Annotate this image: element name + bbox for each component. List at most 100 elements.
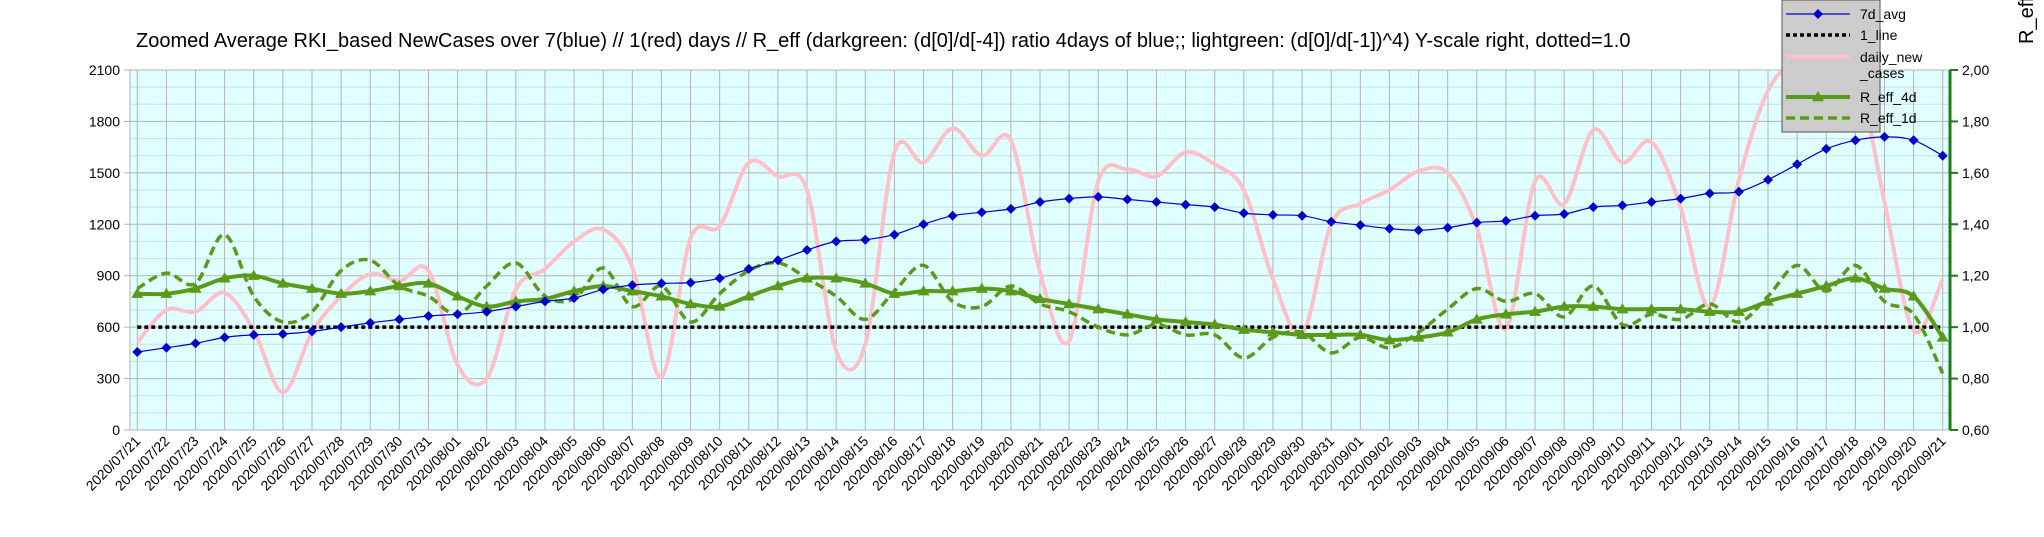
r-eff-4d-point <box>1063 298 1076 309</box>
r-eff-4d-point <box>801 272 814 283</box>
legend: 7d_avg 1_line daily_new_cases R_eff_4d R_eff… <box>1781 0 1923 133</box>
7d-avg-point <box>1646 197 1657 207</box>
7d-avg-point <box>1209 202 1220 213</box>
7d-avg-point <box>860 234 871 245</box>
series-layer <box>131 68 1949 395</box>
r-eff-4d-point <box>1383 334 1396 345</box>
r-eff-4d-point <box>509 295 522 306</box>
r-eff-4d-point <box>1354 328 1367 340</box>
series-daily-new-cases-line <box>135 68 1945 395</box>
r-eff-4d-point <box>1266 326 1279 337</box>
r-eff-4d-point <box>1616 303 1629 314</box>
r-eff-4d-point <box>451 290 464 301</box>
r-eff-4d-point <box>276 277 289 288</box>
7d-avg-point <box>918 219 929 230</box>
7d-avg-point <box>627 280 638 291</box>
r-eff-4d-point <box>1092 303 1105 314</box>
7d-avg-point <box>1617 200 1628 211</box>
r-eff-4d-point <box>1732 305 1745 316</box>
7d-avg-point <box>365 317 376 328</box>
r-eff-4d-point <box>626 285 639 296</box>
7d-avg-point <box>336 322 347 333</box>
7d-avg-point <box>1792 159 1803 170</box>
7d-avg-point <box>1530 210 1541 221</box>
r-eff-4d-point <box>771 280 784 291</box>
chart-title: Zoomed Average RKI_based NewCases over 7… <box>136 30 1630 52</box>
r-eff-4d-point <box>1936 331 1949 342</box>
7d-avg-point <box>685 277 696 288</box>
7d-avg-point <box>1122 194 1133 205</box>
left-tick-label: 1500 <box>89 165 120 181</box>
7d-avg-point <box>1588 202 1599 213</box>
7d-avg-point <box>1267 209 1278 220</box>
right-tick-label: 1,00 <box>1962 319 1989 335</box>
r-eff-4d-point <box>480 300 493 311</box>
7d-avg-point <box>1035 197 1045 207</box>
7d-avg-point <box>569 293 580 303</box>
right-axis-label: R_eff <box>2016 0 2038 44</box>
7d-avg-point <box>1879 131 1890 142</box>
r-eff-4d-point <box>1558 300 1571 311</box>
7d-avg-point <box>539 296 550 307</box>
legend-label: daily_new <box>1860 49 1923 65</box>
7d-avg-point <box>1704 188 1715 199</box>
r-eff-4d-point <box>131 287 144 298</box>
legend-r-eff-4d-marker <box>1812 91 1824 102</box>
r-eff-4d-point <box>422 277 435 288</box>
7d-avg-point <box>1238 208 1249 219</box>
r-eff-4d-point <box>393 280 406 291</box>
7d-avg-point <box>219 332 230 343</box>
7d-avg-point <box>1384 223 1395 234</box>
7d-avg-point <box>1763 174 1773 185</box>
left-tick-label: 1200 <box>89 216 120 232</box>
r-eff-4d-point <box>1820 280 1833 291</box>
legend-label: _cases <box>1859 65 1904 81</box>
left-tick-label: 2100 <box>89 62 120 78</box>
7d-avg-point <box>132 347 143 357</box>
r-eff-4d-point <box>1674 303 1687 314</box>
7d-avg-point <box>598 284 609 295</box>
7d-avg-point <box>1733 186 1744 197</box>
legend-label: R_eff_4d <box>1860 89 1917 105</box>
r-eff-4d-point <box>1150 313 1163 324</box>
7d-avg-point <box>1500 215 1511 226</box>
7d-avg-point <box>1850 135 1861 146</box>
r-eff-4d-point <box>1529 305 1542 316</box>
left-tick-label: 300 <box>97 371 121 387</box>
7d-avg-point <box>1180 199 1191 210</box>
r-eff-4d-point <box>655 290 668 301</box>
r-eff-4d-point <box>1296 328 1309 340</box>
7d-avg-point <box>947 210 958 221</box>
left-tick-label: 600 <box>97 319 121 335</box>
r-eff-4d-point <box>1587 300 1600 311</box>
r-eff-4d-point <box>1499 308 1512 319</box>
7d-avg-point <box>190 338 201 349</box>
r-eff-4d-point <box>1762 295 1774 306</box>
left-tick-label: 900 <box>97 268 121 284</box>
7d-avg-point <box>656 278 667 289</box>
7d-avg-point <box>277 329 288 339</box>
7d-avg-point <box>161 342 172 353</box>
7d-avg-point <box>1821 143 1832 154</box>
7d-avg-point <box>248 329 259 340</box>
7d-avg-point <box>1413 225 1424 236</box>
7d-avg-point <box>1297 210 1308 221</box>
r-eff-4d-point <box>364 285 377 296</box>
7d-avg-point <box>889 229 900 240</box>
r-eff-4d-point <box>1208 318 1221 329</box>
legend-label: 7d_avg <box>1860 6 1906 22</box>
left-tick-label: 1800 <box>89 113 120 129</box>
r-eff-4d-point <box>684 298 697 309</box>
r-eff-4d-point <box>975 282 988 293</box>
r-eff-4d-point <box>1703 305 1716 316</box>
7d-avg-point <box>1937 150 1948 161</box>
r-eff-4d-point <box>859 277 872 288</box>
r-eff-4d-point <box>1412 331 1425 342</box>
r-eff-4d-point <box>830 272 843 283</box>
r-eff-4d-point <box>568 285 581 296</box>
r-eff-4d-point <box>1791 287 1804 298</box>
right-tick-label: 0,80 <box>1962 371 1989 387</box>
r-eff-4d-point <box>1878 282 1891 293</box>
